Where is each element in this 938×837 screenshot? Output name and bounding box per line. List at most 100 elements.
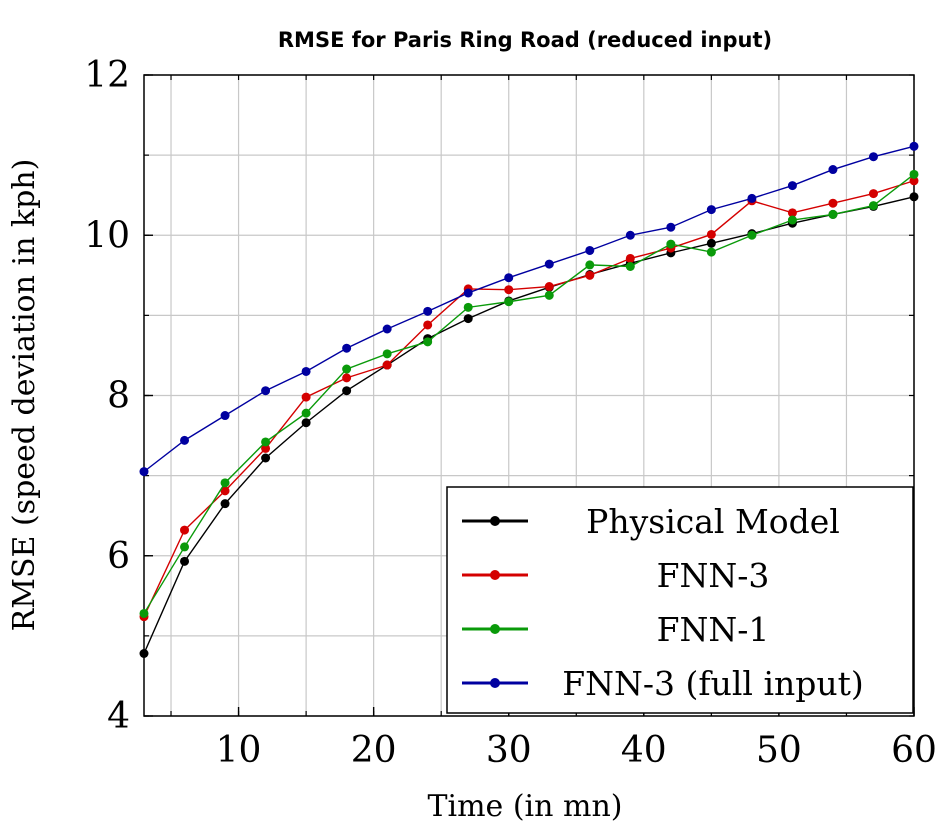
data-point (909, 169, 919, 179)
legend-label: FNN-3 (657, 556, 770, 595)
data-point (828, 165, 838, 175)
legend-box (446, 486, 914, 714)
data-point (180, 525, 190, 535)
y-tick-label: 8 (107, 376, 130, 417)
x-tick-label: 50 (756, 730, 802, 771)
data-point (909, 192, 919, 202)
data-point (544, 282, 554, 292)
data-point (423, 320, 433, 330)
data-point (504, 297, 514, 307)
data-point (463, 288, 473, 298)
data-point (787, 208, 797, 218)
data-point (220, 486, 230, 496)
y-tick-label: 10 (84, 215, 130, 256)
data-point (909, 141, 919, 151)
data-point (706, 229, 716, 239)
data-point (180, 542, 190, 552)
chart-title: RMSE for Paris Ring Road (reduced input) (278, 28, 772, 52)
data-point (301, 408, 311, 418)
data-point (139, 608, 149, 618)
data-point (382, 360, 392, 370)
data-point (504, 273, 514, 283)
data-point (504, 285, 514, 295)
data-point (301, 418, 311, 428)
data-point (868, 201, 878, 211)
data-point (261, 386, 271, 396)
data-point (747, 193, 757, 203)
data-point (139, 467, 149, 477)
data-point (382, 349, 392, 359)
legend-swatch-marker (490, 570, 500, 580)
data-point (585, 260, 595, 270)
data-point (544, 290, 554, 300)
data-point (747, 230, 757, 240)
legend-label: Physical Model (586, 502, 840, 541)
axis-ticks: 10 20 30 40 50 60 4 6 8 10 12 (84, 55, 937, 771)
y-axis-label: RMSE (speed deviation in kph) (7, 159, 42, 632)
y-tick-label: 12 (84, 55, 130, 96)
data-point (544, 259, 554, 269)
data-point (301, 392, 311, 402)
data-point (868, 152, 878, 162)
data-point (180, 556, 190, 566)
legend-swatch-marker (490, 624, 500, 634)
legend-item: FNN-1 (462, 610, 769, 649)
y-tick-label: 6 (107, 536, 130, 577)
series-fnn-3-full-input (139, 141, 919, 477)
data-point (423, 337, 433, 347)
series-line (143, 173, 915, 614)
legend-label: FNN-3 (full input) (562, 664, 864, 703)
series-line (143, 145, 915, 473)
data-point (423, 306, 433, 316)
legend-swatch-marker (490, 516, 500, 526)
data-point (625, 261, 635, 271)
data-point (585, 270, 595, 280)
legend-item: Physical Model (462, 502, 840, 541)
data-point (666, 222, 676, 232)
data-point (261, 453, 271, 463)
data-point (787, 181, 797, 191)
data-point (261, 437, 271, 447)
legend-label: FNN-1 (657, 610, 770, 649)
data-point (261, 443, 271, 453)
series-line (143, 180, 915, 617)
legend-item: FNN-3 (full input) (462, 664, 864, 703)
x-tick-label: 10 (216, 730, 262, 771)
series-group (139, 141, 919, 659)
legend-item: FNN-3 (462, 556, 769, 595)
x-tick-label: 20 (351, 730, 397, 771)
y-tick-label: 4 (107, 696, 130, 737)
data-point (868, 189, 878, 199)
data-point (301, 366, 311, 376)
data-point (463, 302, 473, 312)
data-point (342, 343, 352, 353)
data-point (180, 435, 190, 445)
data-point (787, 215, 797, 225)
data-point (342, 386, 352, 396)
series-fnn-1 (139, 169, 919, 618)
data-point (625, 230, 635, 240)
legend-swatch-marker (490, 678, 500, 688)
data-point (342, 364, 352, 374)
data-point (828, 209, 838, 219)
x-tick-label: 30 (486, 730, 532, 771)
data-point (382, 324, 392, 334)
data-point (139, 649, 149, 659)
data-point (220, 478, 230, 488)
x-tick-label: 40 (621, 730, 667, 771)
data-point (706, 205, 716, 215)
data-point (585, 245, 595, 255)
data-point (666, 239, 676, 249)
data-point (342, 373, 352, 383)
x-axis-label: Time (in mn) (428, 789, 623, 824)
data-point (706, 238, 716, 248)
data-point (220, 499, 230, 509)
data-point (828, 198, 838, 208)
data-point (463, 314, 473, 324)
data-point (909, 176, 919, 186)
data-point (706, 247, 716, 257)
data-point (625, 253, 635, 263)
data-point (220, 411, 230, 421)
